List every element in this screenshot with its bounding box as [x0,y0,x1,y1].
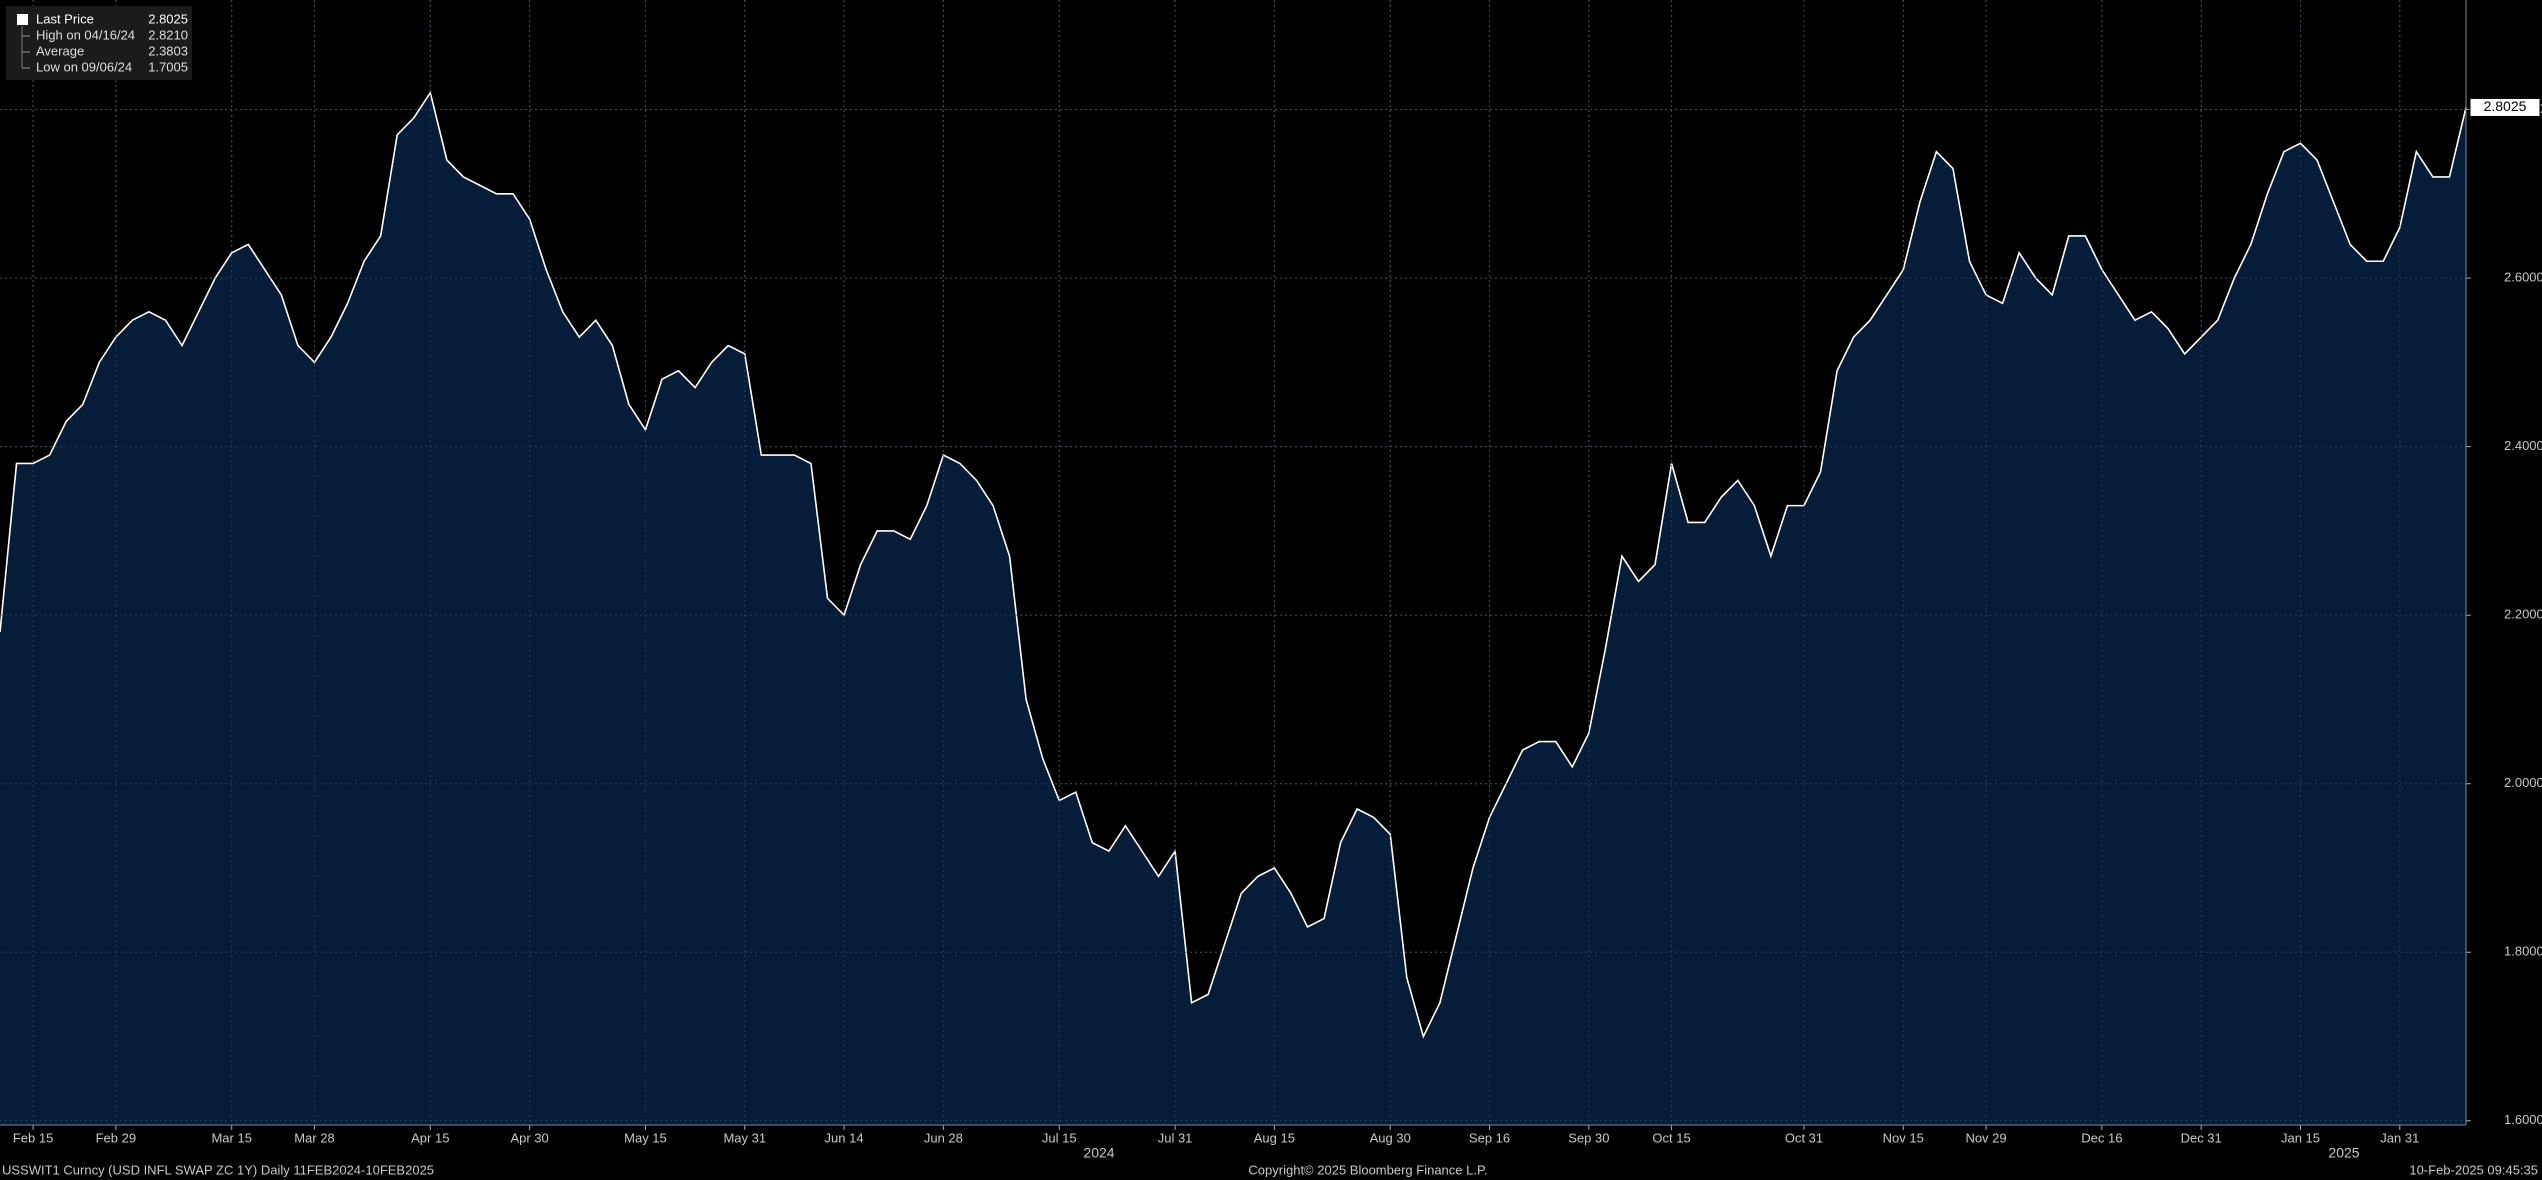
area [0,92,2466,1126]
year-label: 2025 [2328,1145,2359,1161]
x-tick-label: Nov 29 [1965,1130,2006,1145]
x-tick-label: Jun 28 [924,1130,963,1145]
x-tick-label: Sep 16 [1469,1130,1510,1145]
legend-label: Last Price [36,11,94,26]
legend: Last Price 2.8025 High on 04/16/24 2.8210 Av… [6,6,192,80]
x-tick-label: Oct 31 [1785,1130,1823,1145]
y-tick-label: 2.4000 [2504,438,2542,453]
footer-left: USSWIT1 Curncy (USD INFL SWAP ZC 1Y) Dai… [2,1162,434,1177]
x-tick-label: Feb 15 [13,1130,53,1145]
x-tick-label: Feb 29 [96,1130,136,1145]
x-tick-label: Jul 15 [1042,1130,1077,1145]
legend-label: Average [36,43,84,58]
x-tick-label: Jan 31 [2380,1130,2419,1145]
y-tick-label: 2.6000 [2504,270,2542,285]
footer-right: 10-Feb-2025 09:45:35 [2409,1162,2538,1177]
x-tick-label: Apr 30 [510,1130,548,1145]
legend-value: 1.7005 [148,59,188,74]
legend-value: 2.8210 [148,27,188,42]
x-tick-label: Jul 31 [1158,1130,1193,1145]
x-tick-label: Dec 31 [2181,1130,2222,1145]
x-tick-label: Nov 15 [1883,1130,1924,1145]
legend-label: Low on 09/06/24 [36,59,132,74]
legend-swatch [17,14,28,25]
x-tick-label: Mar 15 [211,1130,251,1145]
x-tick-label: May 15 [624,1130,667,1145]
x-tick-label: Oct 15 [1652,1130,1690,1145]
legend-value: 2.3803 [148,43,188,58]
axes: 1.6000 1.8000 2.0000 2.2000 2.4000 2.6000 2.80… [0,0,2542,1145]
x-tick-label: Jun 14 [825,1130,864,1145]
legend-label: High on 04/16/24 [36,27,135,42]
y-tick-label: 1.8000 [2504,944,2542,959]
y-tick-label: 2.2000 [2504,607,2542,622]
y-tick-label: 1.6000 [2504,1112,2542,1127]
x-tick-label: Sep 30 [1568,1130,1609,1145]
year-label: 2024 [1083,1145,1114,1161]
x-tick-label: Aug 15 [1254,1130,1295,1145]
last-price-label: 2.8025 [2484,98,2527,114]
x-tick-label: Jan 15 [2281,1130,2320,1145]
last-price-box [2469,97,2541,117]
footer-center: Copyright© 2025 Bloomberg Finance L.P. [1248,1162,1487,1177]
x-tick-label: Dec 16 [2081,1130,2122,1145]
x-tick-label: Aug 30 [1370,1130,1411,1145]
y-tick-label: 2.0000 [2504,775,2542,790]
legend-box [6,6,192,80]
legend-value: 2.8025 [148,11,188,26]
x-tick-label: Apr 15 [411,1130,449,1145]
x-tick-label: Mar 28 [294,1130,334,1145]
x-tick-label: May 31 [723,1130,766,1145]
line [0,90,2467,1039]
